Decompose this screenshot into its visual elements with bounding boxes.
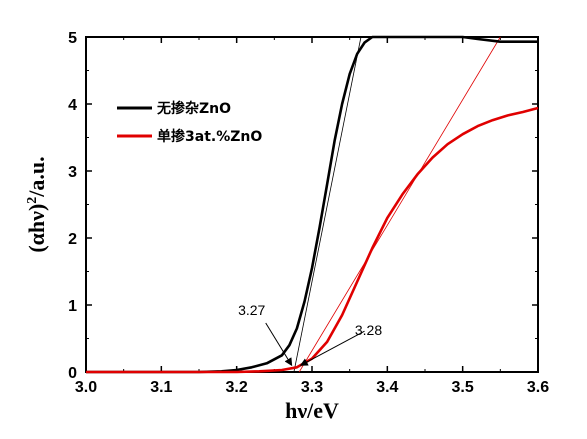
x-tick-label: 3.5 xyxy=(452,379,474,396)
y-axis-label: (αhν)2/a.u. xyxy=(24,156,49,252)
y-tick-label: 5 xyxy=(68,30,77,47)
x-tick-label: 3.4 xyxy=(376,379,398,396)
annotation-arrow xyxy=(265,322,293,367)
x-tick-label: 3.2 xyxy=(226,379,248,396)
y-tick-label: 0 xyxy=(68,365,77,382)
annotation-label: 3.27 xyxy=(238,302,265,318)
x-tick-label: 3.6 xyxy=(527,379,549,396)
series-line-2 xyxy=(86,106,539,374)
y-tick-label: 2 xyxy=(68,231,77,248)
x-tick-label: 3.0 xyxy=(75,379,97,396)
y-tick-label: 1 xyxy=(68,298,77,315)
legend-label: 单掺3at.%ZnO xyxy=(157,128,262,145)
axis-ticks: 3.0 3.1 3.2 3.3 3.4 3.5 3.6 0 1 2 3 4 5 xyxy=(68,30,549,396)
series-line-1 xyxy=(86,35,538,374)
annotation-arrow xyxy=(299,330,365,366)
legend: 无掺杂ZnO 单掺3at.%ZnO xyxy=(117,100,262,145)
tangent-line xyxy=(298,36,501,373)
y-tick-label: 3 xyxy=(68,164,77,181)
x-tick-label: 3.3 xyxy=(301,379,323,396)
series-lines xyxy=(86,35,539,374)
x-tick-label: 3.1 xyxy=(150,379,172,396)
y-tick-label: 4 xyxy=(68,97,77,114)
tangent-line xyxy=(293,36,362,373)
legend-label: 无掺杂ZnO xyxy=(156,100,231,117)
annotations: 3.27 3.28 xyxy=(238,302,382,367)
x-axis-label: hν/eV xyxy=(285,398,339,423)
annotation-label: 3.28 xyxy=(355,322,382,338)
